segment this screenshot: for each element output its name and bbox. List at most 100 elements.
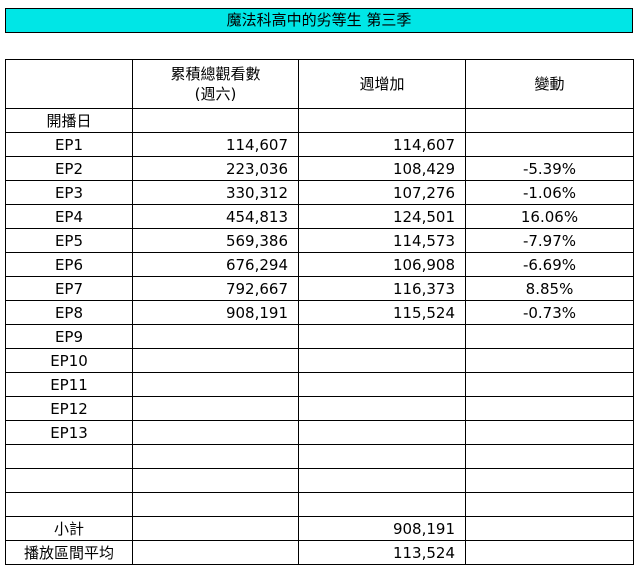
table-row: EP5 569,386 114,573 -7.97% — [5, 228, 634, 253]
weekly-cell: 108,429 — [298, 156, 466, 181]
episode-cell: EP7 — [5, 276, 133, 301]
header-change: 變動 — [465, 59, 634, 109]
header-row: 累積總觀看數 (週六) 週增加 變動 — [5, 59, 634, 109]
weekly-cell: 115,524 — [298, 300, 466, 325]
change-cell — [465, 396, 634, 421]
cumulative-cell: 114,607 — [132, 132, 299, 157]
header-cumulative: 累積總觀看數 (週六) — [132, 59, 299, 109]
table-row — [5, 444, 634, 469]
weekly-cell: 908,191 — [298, 516, 466, 541]
cumulative-cell: 569,386 — [132, 228, 299, 253]
table-row: EP7 792,667 116,373 8.85% — [5, 276, 634, 301]
header-cumulative-line1: 累積總觀看數 — [170, 65, 261, 83]
episode-cell: EP1 — [5, 132, 133, 157]
table-row: 播放區間平均 113,524 — [5, 540, 634, 565]
weekly-cell — [298, 492, 466, 517]
change-cell — [465, 132, 634, 157]
change-cell: 8.85% — [465, 276, 634, 301]
episode-cell: 播放區間平均 — [5, 540, 133, 565]
cumulative-cell — [132, 324, 299, 349]
weekly-cell — [298, 108, 466, 133]
weekly-cell — [298, 348, 466, 373]
change-cell — [465, 324, 634, 349]
table-row: EP8 908,191 115,524 -0.73% — [5, 300, 634, 325]
cumulative-cell: 676,294 — [132, 252, 299, 277]
episode-cell: EP10 — [5, 348, 133, 373]
change-cell — [465, 516, 634, 541]
cumulative-cell — [132, 516, 299, 541]
change-cell: 16.06% — [465, 204, 634, 229]
cumulative-cell: 330,312 — [132, 180, 299, 205]
table-row — [5, 492, 634, 517]
change-cell: -0.73% — [465, 300, 634, 325]
cumulative-cell — [132, 420, 299, 445]
episode-cell: 小計 — [5, 516, 133, 541]
cumulative-cell — [132, 372, 299, 397]
change-cell — [465, 372, 634, 397]
episode-cell: EP12 — [5, 396, 133, 421]
cumulative-cell: 908,191 — [132, 300, 299, 325]
change-cell — [465, 348, 634, 373]
episode-cell: EP11 — [5, 372, 133, 397]
episode-cell: EP3 — [5, 180, 133, 205]
cumulative-cell: 792,667 — [132, 276, 299, 301]
change-cell — [465, 108, 634, 133]
weekly-cell — [298, 444, 466, 469]
episode-cell — [5, 444, 133, 469]
weekly-cell: 113,524 — [298, 540, 466, 565]
table-row: EP4 454,813 124,501 16.06% — [5, 204, 634, 229]
sheet-title: 魔法科高中的劣等生 第三季 — [5, 8, 633, 33]
table-row: EP13 — [5, 420, 634, 445]
episode-cell — [5, 492, 133, 517]
table-row — [5, 468, 634, 493]
table-row: EP10 — [5, 348, 634, 373]
table-row: EP9 — [5, 324, 634, 349]
weekly-cell: 106,908 — [298, 252, 466, 277]
cumulative-cell — [132, 348, 299, 373]
cumulative-cell — [132, 492, 299, 517]
weekly-cell: 107,276 — [298, 180, 466, 205]
episode-cell: EP9 — [5, 324, 133, 349]
cumulative-cell — [132, 468, 299, 493]
table-row: EP3 330,312 107,276 -1.06% — [5, 180, 634, 205]
change-cell: -1.06% — [465, 180, 634, 205]
cumulative-cell — [132, 444, 299, 469]
change-cell — [465, 540, 634, 565]
cumulative-cell: 454,813 — [132, 204, 299, 229]
weekly-cell: 124,501 — [298, 204, 466, 229]
cumulative-cell: 223,036 — [132, 156, 299, 181]
table-row: EP2 223,036 108,429 -5.39% — [5, 156, 634, 181]
change-cell — [465, 468, 634, 493]
episode-cell: EP13 — [5, 420, 133, 445]
episode-cell — [5, 468, 133, 493]
table-row: EP6 676,294 106,908 -6.69% — [5, 252, 634, 277]
cumulative-cell — [132, 540, 299, 565]
table-row: EP11 — [5, 372, 634, 397]
header-episode — [5, 59, 133, 109]
change-cell: -5.39% — [465, 156, 634, 181]
table-row: EP12 — [5, 396, 634, 421]
weekly-cell: 116,373 — [298, 276, 466, 301]
episode-cell: 開播日 — [5, 108, 133, 133]
episode-cell: EP5 — [5, 228, 133, 253]
viewership-table: 累積總觀看數 (週六) 週增加 變動 開播日 EP1 114,607 114,607 E… — [5, 59, 634, 565]
episode-cell: EP2 — [5, 156, 133, 181]
header-weekly: 週增加 — [298, 59, 466, 109]
change-cell: -7.97% — [465, 228, 634, 253]
change-cell: -6.69% — [465, 252, 634, 277]
episode-cell: EP8 — [5, 300, 133, 325]
weekly-cell: 114,573 — [298, 228, 466, 253]
change-cell — [465, 420, 634, 445]
episode-cell: EP4 — [5, 204, 133, 229]
weekly-cell — [298, 324, 466, 349]
weekly-cell — [298, 396, 466, 421]
change-cell — [465, 492, 634, 517]
table-row: 小計 908,191 — [5, 516, 634, 541]
weekly-cell — [298, 420, 466, 445]
table-row: EP1 114,607 114,607 — [5, 132, 634, 157]
weekly-cell — [298, 372, 466, 397]
weekly-cell — [298, 468, 466, 493]
cumulative-cell — [132, 396, 299, 421]
table-row: 開播日 — [5, 108, 634, 133]
episode-cell: EP6 — [5, 252, 133, 277]
